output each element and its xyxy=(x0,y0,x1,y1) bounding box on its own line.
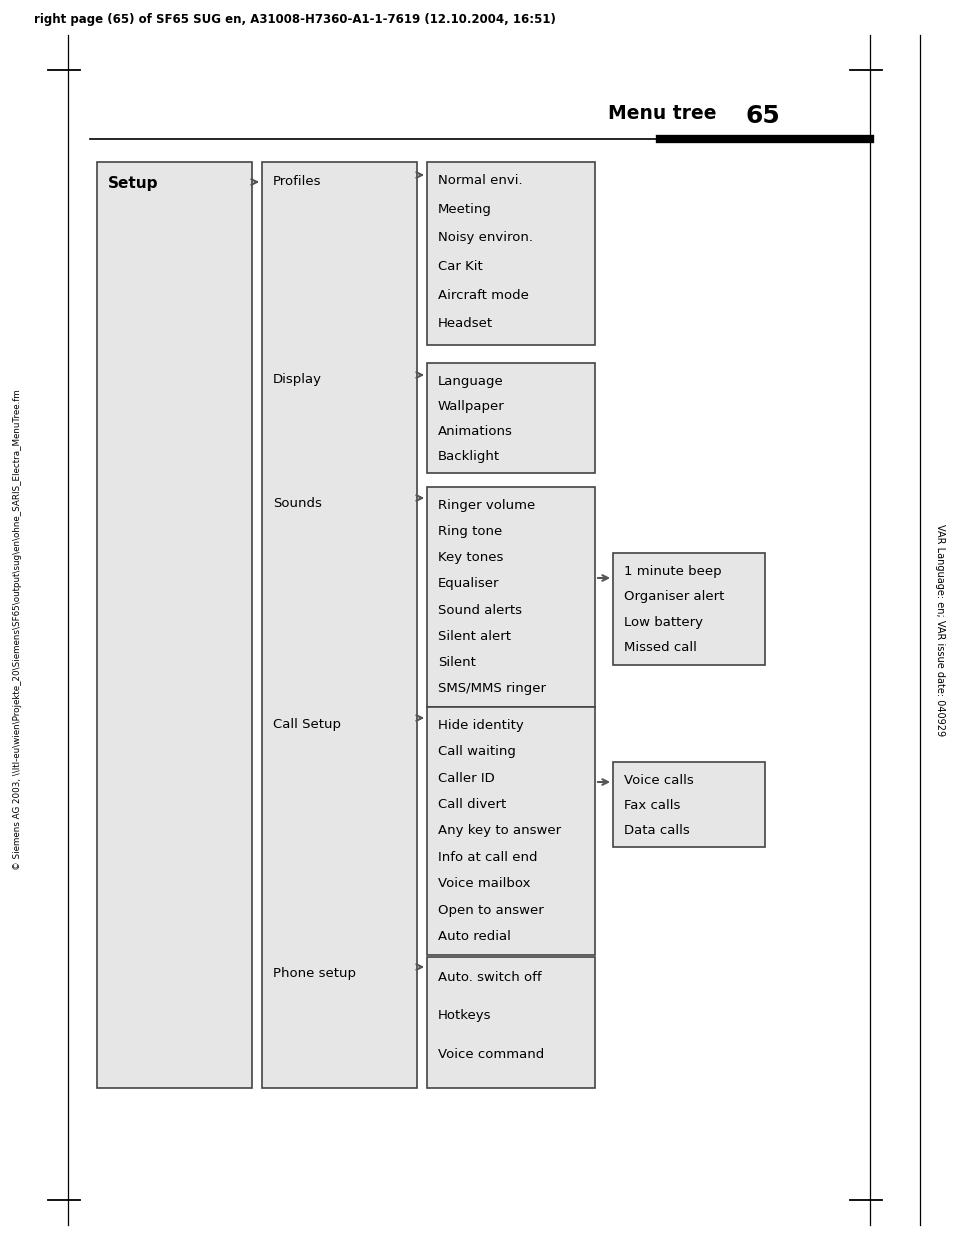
Text: Silent alert: Silent alert xyxy=(437,630,511,643)
Text: Sound alerts: Sound alerts xyxy=(437,604,521,617)
Text: Menu tree: Menu tree xyxy=(607,103,716,123)
Text: Display: Display xyxy=(273,373,322,386)
Text: Organiser alert: Organiser alert xyxy=(623,591,723,603)
Text: 1 minute beep: 1 minute beep xyxy=(623,564,720,578)
Text: Wallpaper: Wallpaper xyxy=(437,400,504,412)
Text: Low battery: Low battery xyxy=(623,616,702,629)
Bar xyxy=(262,162,416,1088)
Text: Voice mailbox: Voice mailbox xyxy=(437,877,530,890)
Text: Profiles: Profiles xyxy=(273,174,321,188)
Text: Missed call: Missed call xyxy=(623,642,696,654)
Text: 65: 65 xyxy=(745,103,780,128)
Text: Headset: Headset xyxy=(437,318,493,330)
Text: Any key to answer: Any key to answer xyxy=(437,825,560,837)
Text: Data calls: Data calls xyxy=(623,824,689,837)
Bar xyxy=(613,763,764,847)
Text: SMS/MMS ringer: SMS/MMS ringer xyxy=(437,683,545,695)
Text: Auto. switch off: Auto. switch off xyxy=(437,971,541,984)
Bar xyxy=(427,706,595,954)
Text: Open to answer: Open to answer xyxy=(437,903,543,917)
Text: Normal envi.: Normal envi. xyxy=(437,174,522,187)
Bar xyxy=(427,487,595,706)
Text: Ring tone: Ring tone xyxy=(437,525,501,538)
Text: Phone setup: Phone setup xyxy=(273,967,355,981)
Text: Key tones: Key tones xyxy=(437,551,503,564)
Bar xyxy=(427,957,595,1088)
Text: Equaliser: Equaliser xyxy=(437,577,499,591)
Text: Auto redial: Auto redial xyxy=(437,930,511,943)
Text: Caller ID: Caller ID xyxy=(437,771,495,785)
Text: Call waiting: Call waiting xyxy=(437,745,516,759)
Bar xyxy=(97,162,252,1088)
Text: Voice command: Voice command xyxy=(437,1048,543,1060)
Text: Aircraft mode: Aircraft mode xyxy=(437,289,528,302)
Text: Hide identity: Hide identity xyxy=(437,719,523,731)
Text: Car Kit: Car Kit xyxy=(437,260,482,273)
Text: Voice calls: Voice calls xyxy=(623,774,693,786)
Text: Call divert: Call divert xyxy=(437,799,506,811)
Text: Sounds: Sounds xyxy=(273,497,321,510)
Text: Language: Language xyxy=(437,375,503,388)
Text: Backlight: Backlight xyxy=(437,450,499,462)
Text: Call Setup: Call Setup xyxy=(273,718,340,731)
Bar xyxy=(613,553,764,665)
Text: Animations: Animations xyxy=(437,425,513,437)
Text: © Siemens AG 2003, \\ltl-eu\wien\Projekte_20\Siemens\SF65\output\sug\en\ohne_SAR: © Siemens AG 2003, \\ltl-eu\wien\Projekt… xyxy=(13,390,23,871)
Text: Setup: Setup xyxy=(108,176,158,191)
Text: VAR Language: en; VAR issue date: 040929: VAR Language: en; VAR issue date: 040929 xyxy=(934,523,944,736)
Bar xyxy=(427,363,595,473)
Text: Hotkeys: Hotkeys xyxy=(437,1009,491,1022)
Bar xyxy=(427,162,595,345)
Text: Noisy environ.: Noisy environ. xyxy=(437,232,533,244)
Text: right page (65) of SF65 SUG en, A31008-H7360-A1-1-7619 (12.10.2004, 16:51): right page (65) of SF65 SUG en, A31008-H… xyxy=(34,12,556,26)
Text: Fax calls: Fax calls xyxy=(623,799,679,811)
Text: Silent: Silent xyxy=(437,657,476,669)
Text: Meeting: Meeting xyxy=(437,203,492,216)
Text: Ringer volume: Ringer volume xyxy=(437,498,535,512)
Text: Info at call end: Info at call end xyxy=(437,851,537,863)
